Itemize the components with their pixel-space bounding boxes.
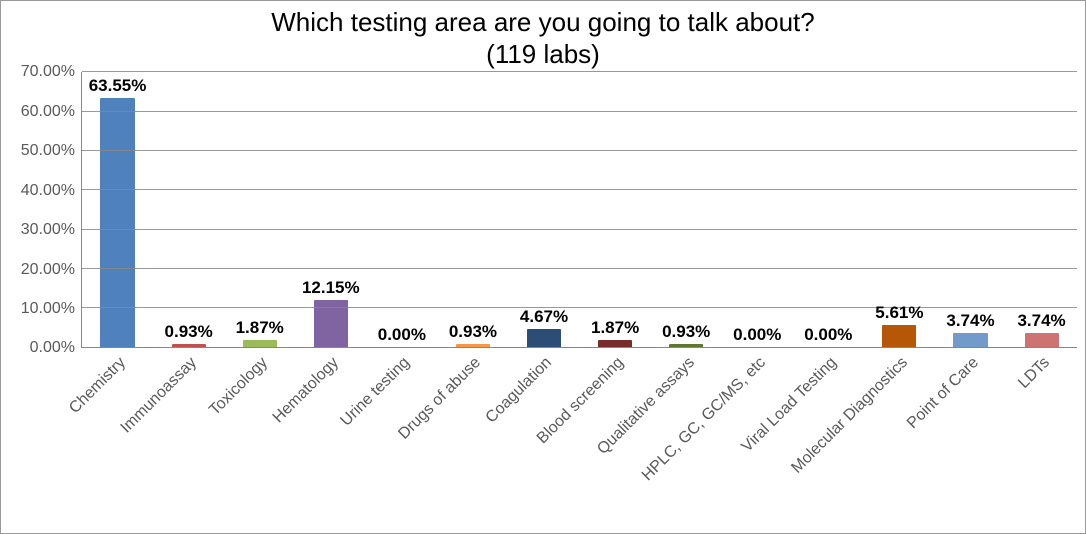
gridline	[82, 229, 1077, 230]
chart-container: Which testing area are you going to talk…	[0, 0, 1086, 534]
y-tick-label: 30.00%	[21, 221, 75, 239]
x-label-slot: Drugs of abuse	[437, 348, 508, 518]
chart-title-line1: Which testing area are you going to talk…	[271, 7, 814, 37]
x-label-slot: Toxicology	[223, 348, 294, 518]
y-tick-label: 50.00%	[21, 142, 75, 160]
x-label-slot: Hematology	[294, 348, 365, 518]
bar	[243, 340, 277, 347]
gridline	[82, 189, 1077, 190]
bar-value-label: 0.93%	[165, 322, 213, 342]
bar-value-label: 0.00%	[378, 325, 426, 345]
chart-title: Which testing area are you going to talk…	[9, 7, 1077, 70]
bar-value-label: 0.00%	[733, 325, 781, 345]
bar-value-label: 63.55%	[89, 76, 147, 96]
bar-value-label: 1.87%	[591, 318, 639, 338]
x-tick-label: Chemistry	[66, 354, 130, 418]
bar	[100, 98, 134, 348]
bar-value-label: 0.93%	[449, 322, 497, 342]
chart-title-line2: (119 labs)	[486, 39, 600, 69]
bar	[172, 344, 206, 348]
bar	[456, 344, 490, 348]
x-label-slot: Point of Care	[935, 348, 1006, 518]
gridline	[82, 307, 1077, 308]
bar-value-label: 4.67%	[520, 307, 568, 327]
bar	[1025, 333, 1059, 348]
bar	[527, 329, 561, 347]
x-label-slot: Chemistry	[81, 348, 152, 518]
y-tick-label: 60.00%	[21, 103, 75, 121]
y-tick-label: 40.00%	[21, 182, 75, 200]
bar	[598, 340, 632, 347]
gridline	[82, 111, 1077, 112]
x-axis: ChemistryImmunoassayToxicologyHematology…	[81, 348, 1077, 518]
gridline	[82, 71, 1077, 72]
bar-value-label: 12.15%	[302, 278, 360, 298]
bar-value-label: 5.61%	[875, 303, 923, 323]
x-tick-label: LDTs	[1016, 354, 1055, 393]
bar	[953, 333, 987, 348]
bar-value-label: 3.74%	[946, 311, 994, 331]
x-label-slot: LDTs	[1006, 348, 1077, 518]
gridline	[82, 268, 1077, 269]
y-tick-label: 20.00%	[21, 261, 75, 279]
x-label-slot: Molecular Diagnostics	[864, 348, 935, 518]
bar-value-label: 0.93%	[662, 322, 710, 342]
gridline	[82, 150, 1077, 151]
bar-value-label: 1.87%	[236, 318, 284, 338]
plot-row: 0.00% 10.00% 20.00% 30.00% 40.00% 50.00% 60.00…	[9, 72, 1077, 348]
bar-value-label: 3.74%	[1017, 311, 1065, 331]
y-tick-label: 70.00%	[21, 63, 75, 81]
y-tick-label: 0.00%	[30, 339, 75, 357]
x-label-slot: Immunoassay	[152, 348, 223, 518]
bar	[882, 325, 916, 347]
plot-area: 63.55% 0.93% 1.87% 12.15% 0.00% 0.93% 4.67% 1.8…	[81, 72, 1077, 348]
y-axis: 0.00%10.00%20.00%30.00%40.00%50.00%60.00…	[9, 72, 81, 348]
bar	[669, 344, 703, 348]
y-tick-label: 10.00%	[21, 300, 75, 318]
bar-value-label: 0.00%	[804, 325, 852, 345]
